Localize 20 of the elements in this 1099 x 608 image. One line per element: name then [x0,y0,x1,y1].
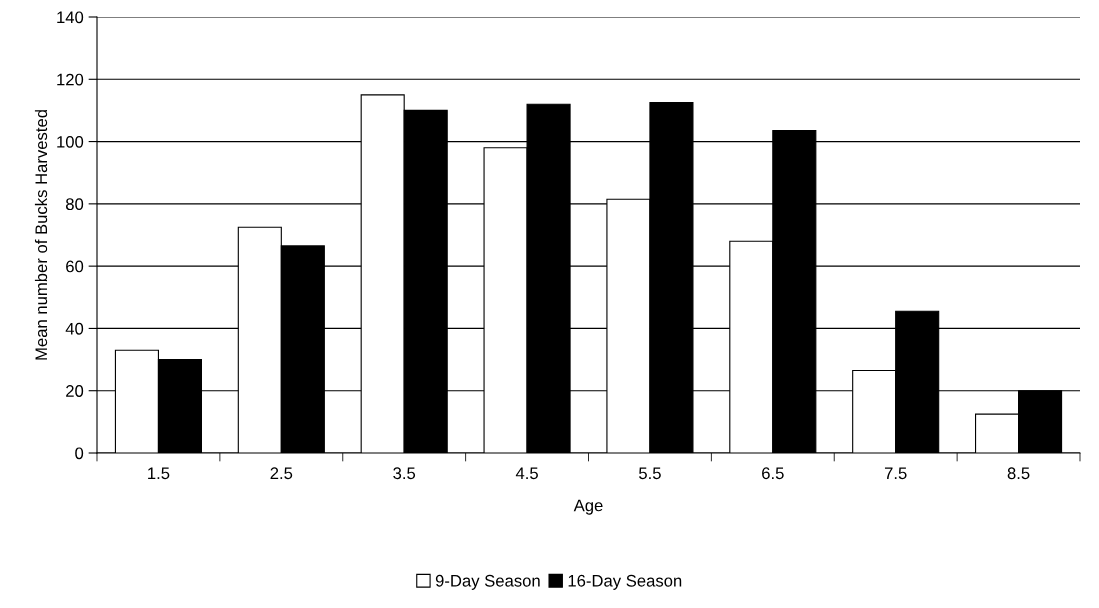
x-axis-title: Age [573,499,603,515]
legend-label: 16-Day Season [568,574,682,590]
y-tick-label: 140 [57,11,84,24]
y-tick-label: 60 [66,260,84,273]
y-tick-label: 40 [65,322,84,335]
x-tick-label: 7.5 [884,467,907,480]
legend-label: 9-Day Season [435,574,540,590]
y-axis-title: Mean number of Bucks Harvested [34,110,48,360]
x-tick-label: 8.5 [1007,467,1030,480]
y-tick-label: 20 [66,385,84,397]
y-tick-label: 100 [57,135,84,148]
y-tick-label: 80 [65,198,84,211]
x-tick-label: 3.5 [393,467,416,480]
x-tick-label: 1.5 [148,467,170,480]
x-tick-label: 2.5 [270,467,293,480]
x-tick-label: 4.5 [515,467,538,480]
y-tick-label: 120 [57,73,84,86]
x-tick-label: 6.5 [762,467,784,480]
x-tick-label: 5.5 [639,467,661,480]
y-tick-label: 0 [75,447,84,460]
